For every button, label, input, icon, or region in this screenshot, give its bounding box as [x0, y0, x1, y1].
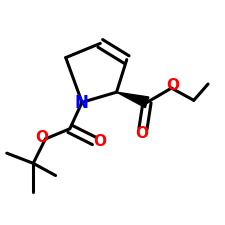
Text: N: N: [74, 94, 88, 112]
Polygon shape: [117, 92, 149, 108]
Text: O: O: [135, 126, 148, 141]
Text: O: O: [35, 130, 48, 145]
Text: O: O: [166, 78, 179, 93]
Text: O: O: [93, 135, 106, 149]
